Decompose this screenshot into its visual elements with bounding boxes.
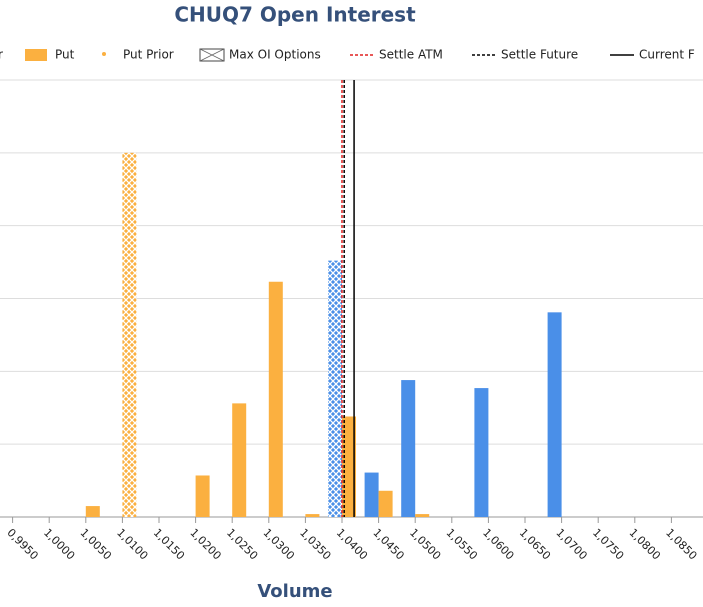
bar	[232, 403, 247, 517]
x-tick-label: 1,0150	[151, 526, 187, 562]
legend-label: Max OI Options	[229, 48, 321, 62]
x-tick-label: 1,0700	[553, 526, 589, 562]
bar	[328, 260, 342, 517]
bar	[305, 514, 320, 517]
legend-label: Put	[55, 48, 75, 62]
legend-label: Current F	[639, 48, 695, 62]
x-tick-label: 0,9950	[4, 526, 40, 562]
bar	[364, 472, 379, 517]
bar	[378, 490, 393, 517]
bar	[415, 514, 430, 517]
bar	[547, 312, 562, 517]
chart-title: CHUQ7 Open Interest	[174, 3, 416, 27]
bar	[401, 380, 416, 517]
legend-swatch	[102, 52, 106, 56]
legend-fragment: r	[0, 48, 3, 62]
bar	[195, 475, 210, 517]
bar	[122, 152, 137, 518]
x-tick-label: 1,0850	[663, 526, 699, 562]
x-tick-label: 1,0600	[480, 526, 516, 562]
x-tick-label: 1,0200	[187, 526, 223, 562]
bar	[85, 506, 100, 517]
legend-label: Settle ATM	[379, 48, 443, 62]
bar	[342, 416, 356, 517]
bar	[268, 281, 283, 517]
x-tick-label: 1,0800	[627, 526, 663, 562]
legend-label: Settle Future	[501, 48, 578, 62]
x-tick-label: 1,0750	[590, 526, 626, 562]
x-tick-label: 1,0050	[78, 526, 114, 562]
x-tick-label: 1,0450	[370, 526, 406, 562]
legend-label: Put Prior	[123, 48, 174, 62]
legend-hatch	[199, 48, 225, 62]
x-tick-label: 1,0350	[297, 526, 333, 562]
bar	[474, 388, 489, 517]
x-tick-label: 1,0500	[407, 526, 443, 562]
x-tick-label: 1,0550	[444, 526, 480, 562]
x-tick-label: 1,0100	[114, 526, 150, 562]
x-tick-label: 1,0250	[224, 526, 260, 562]
x-tick-label: 1,0300	[261, 526, 297, 562]
legend-swatch	[25, 49, 47, 61]
x-axis-title: Volume	[257, 581, 332, 602]
x-tick-label: 1,0000	[41, 526, 77, 562]
x-tick-label: 1,0650	[517, 526, 553, 562]
x-tick-label: 1,0400	[334, 526, 370, 562]
